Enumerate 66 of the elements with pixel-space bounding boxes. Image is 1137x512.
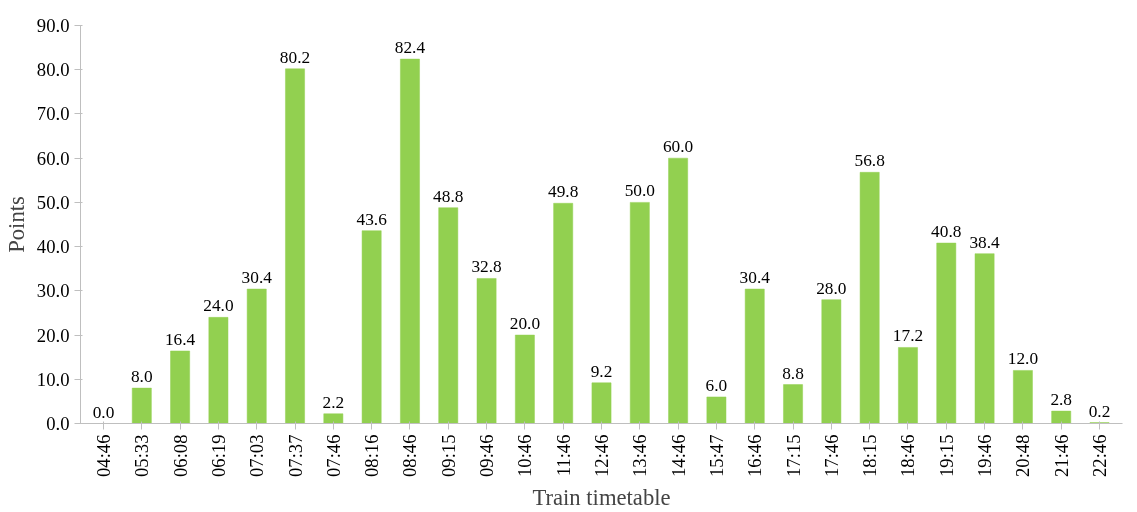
y-axis-title: Points bbox=[3, 196, 29, 253]
data-label: 49.8 bbox=[548, 182, 579, 202]
x-tick-label: 18:46 bbox=[897, 434, 919, 477]
x-tick-label: 15:47 bbox=[705, 434, 727, 477]
x-tick-label: 19:15 bbox=[935, 434, 957, 477]
x-tick-label: 11:46 bbox=[552, 434, 574, 477]
y-tick-label: 70.0 bbox=[36, 103, 70, 125]
y-tick-label: 0.0 bbox=[46, 413, 70, 434]
y-tick-label: 40.0 bbox=[36, 236, 70, 258]
data-label: 30.4 bbox=[739, 268, 771, 288]
data-label: 8.0 bbox=[130, 367, 153, 387]
data-label: 0.2 bbox=[1088, 401, 1111, 421]
y-tick-label: 30.0 bbox=[36, 280, 70, 302]
y-tick-label: 10.0 bbox=[36, 368, 70, 390]
x-tick-label: 13:46 bbox=[629, 434, 651, 477]
x-tick-label: 22:46 bbox=[1089, 434, 1111, 477]
data-label: 20.0 bbox=[509, 314, 541, 334]
data-label: 32.8 bbox=[471, 257, 502, 277]
data-label: 38.4 bbox=[969, 232, 1001, 252]
data-label: 56.8 bbox=[854, 151, 885, 171]
x-tick-label: 17:15 bbox=[782, 434, 804, 477]
x-tick-label: 14:46 bbox=[667, 434, 689, 477]
data-label: 2.2 bbox=[322, 392, 345, 412]
x-tick-label: 18:15 bbox=[859, 434, 881, 477]
data-label: 24.0 bbox=[203, 296, 234, 316]
y-tick-label: 50.0 bbox=[36, 191, 70, 213]
data-label: 30.4 bbox=[241, 268, 273, 288]
data-label: 60.0 bbox=[662, 137, 694, 157]
x-tick-label: 12:46 bbox=[591, 434, 612, 477]
x-tick-label: 06:08 bbox=[169, 434, 191, 477]
data-label: 43.6 bbox=[356, 209, 388, 229]
x-tick-label: 04:46 bbox=[92, 434, 114, 477]
data-label: 82.4 bbox=[394, 38, 426, 58]
x-tick-label: 08:46 bbox=[399, 434, 421, 477]
data-label: 0.0 bbox=[92, 402, 115, 422]
data-label: 9.2 bbox=[590, 361, 613, 381]
y-tick-label: 80.0 bbox=[36, 59, 70, 81]
data-label: 2.8 bbox=[1050, 390, 1073, 410]
x-tick-label: 07:46 bbox=[322, 434, 344, 477]
x-axis-title: Train timetable bbox=[532, 485, 671, 510]
x-tick-label: 07:37 bbox=[284, 434, 306, 477]
data-label: 8.8 bbox=[782, 363, 804, 383]
x-tick-label: 07:03 bbox=[246, 434, 268, 477]
data-label: 12.0 bbox=[1007, 349, 1039, 369]
x-tick-label: 09:15 bbox=[437, 434, 459, 477]
x-tick-label: 19:46 bbox=[974, 434, 996, 477]
x-tick-label: 10:46 bbox=[514, 434, 536, 477]
x-tick-label: 05:33 bbox=[131, 434, 153, 477]
data-label: 16.4 bbox=[164, 329, 196, 349]
data-label: 6.0 bbox=[705, 375, 728, 395]
x-tick-label: 20:48 bbox=[1012, 434, 1034, 477]
y-tick-label: 60.0 bbox=[36, 147, 70, 169]
data-label: 40.8 bbox=[931, 222, 962, 242]
y-tick-label: 20.0 bbox=[36, 324, 70, 346]
x-tick-label: 08:16 bbox=[361, 434, 383, 477]
data-label: 17.2 bbox=[892, 326, 924, 346]
y-tick-label: 90.0 bbox=[36, 15, 70, 36]
x-tick-label: 09:46 bbox=[476, 434, 498, 477]
x-tick-label: 16:46 bbox=[744, 434, 766, 477]
x-tick-label: 06:19 bbox=[207, 434, 229, 477]
data-label: 50.0 bbox=[624, 181, 655, 201]
x-tick-label: 17:46 bbox=[820, 434, 842, 477]
data-label: 48.8 bbox=[433, 186, 464, 206]
data-label: 28.0 bbox=[816, 278, 847, 298]
data-label: 80.2 bbox=[279, 47, 311, 67]
x-tick-label: 21:46 bbox=[1050, 434, 1072, 477]
